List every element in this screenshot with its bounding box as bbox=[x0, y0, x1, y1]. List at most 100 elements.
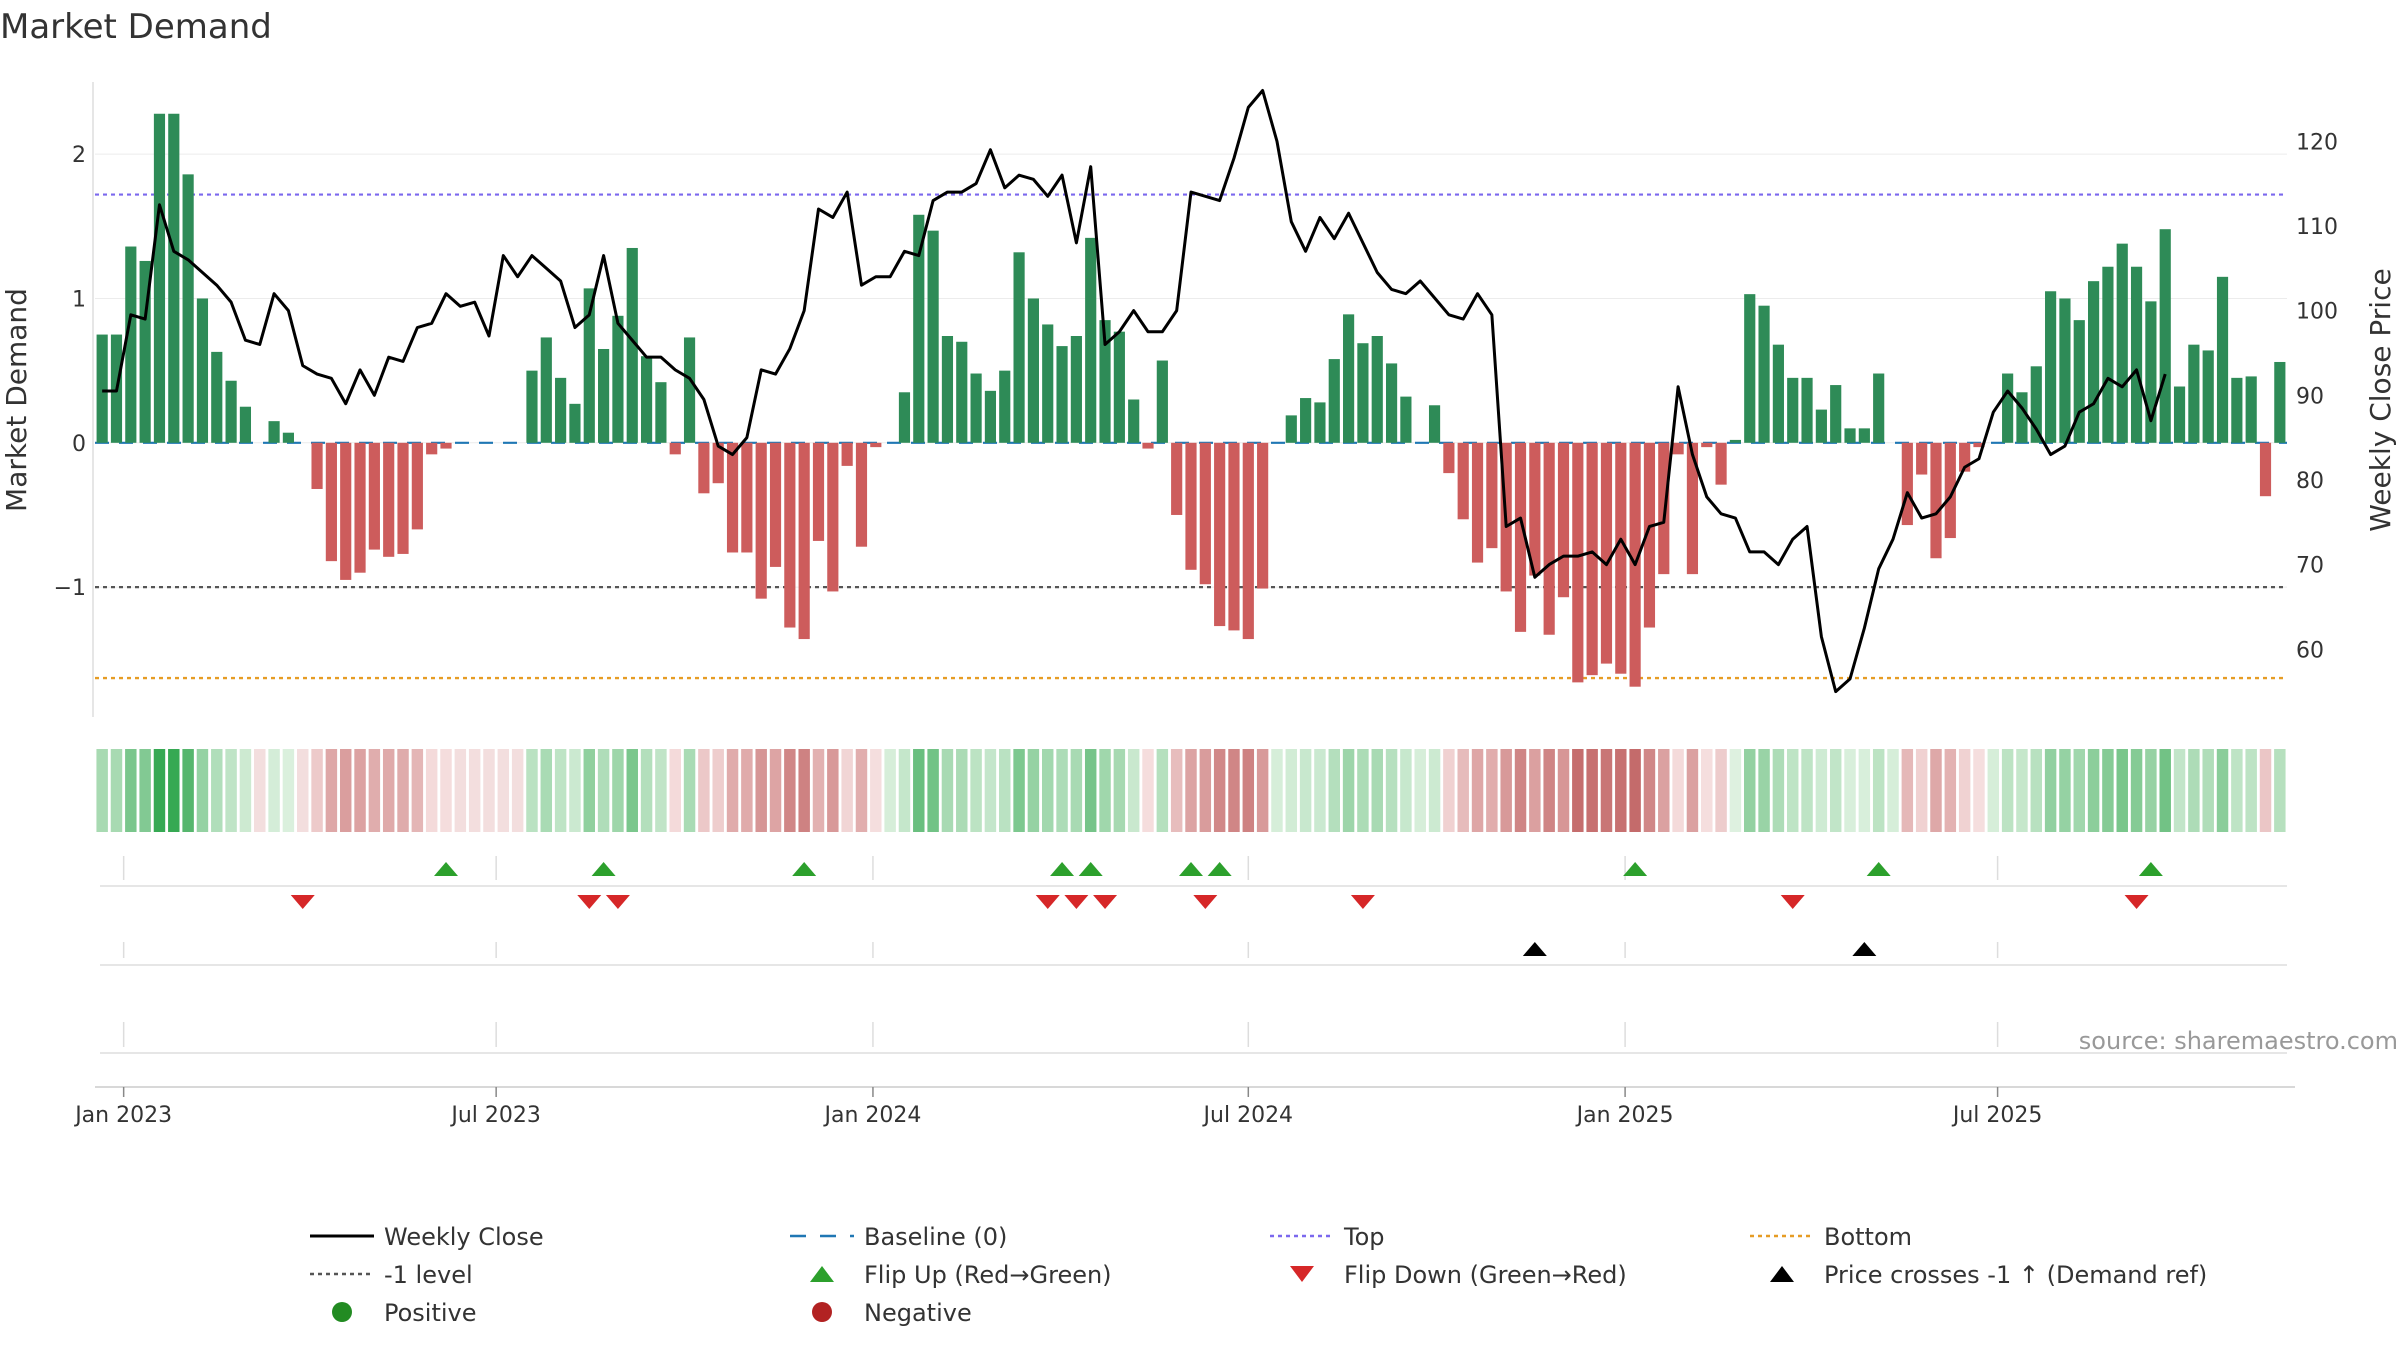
y2-ticks: 120 110 100 90 80 70 60 bbox=[2296, 130, 2338, 663]
strip-cell bbox=[1600, 749, 1613, 832]
strip-cell bbox=[898, 749, 911, 832]
demand-bar bbox=[1371, 336, 1383, 443]
demand-bar bbox=[1586, 442, 1598, 676]
demand-bar bbox=[2216, 276, 2229, 443]
demand-bar bbox=[1715, 442, 1727, 485]
strip-cell bbox=[1973, 749, 1985, 832]
strip-cell bbox=[1958, 749, 1971, 832]
demand-bar bbox=[970, 373, 982, 443]
demand-bar bbox=[1557, 442, 1570, 598]
strip-cell bbox=[1701, 749, 1713, 832]
legend-label: Bottom bbox=[1824, 1223, 1912, 1251]
demand-bar bbox=[153, 113, 166, 443]
strip-cell bbox=[1185, 749, 1197, 832]
y2-tick-label: 70 bbox=[2296, 554, 2324, 579]
demand-bar bbox=[1185, 442, 1197, 570]
flip-up-marker bbox=[1623, 862, 1648, 876]
strip-cell bbox=[1944, 749, 1957, 832]
strip-cell bbox=[841, 749, 853, 832]
strip-cell bbox=[1142, 749, 1154, 832]
x-tick-label: Jan 2023 bbox=[73, 1103, 172, 1128]
demand-bar bbox=[2173, 386, 2186, 443]
strip-cell bbox=[870, 749, 882, 832]
strip-cell bbox=[168, 749, 180, 832]
demand-bar bbox=[368, 442, 380, 550]
event-panels: source: sharemaestro.com bbox=[95, 856, 2398, 1088]
strip-cell bbox=[569, 749, 581, 832]
y2-tick-label: 100 bbox=[2296, 300, 2338, 325]
demand-bar bbox=[2088, 281, 2100, 443]
demand-bar bbox=[1457, 442, 1469, 520]
y2-tick-label: 60 bbox=[2296, 638, 2324, 663]
demand-bar bbox=[139, 260, 151, 443]
demand-bar bbox=[1070, 336, 1082, 443]
strip-cell bbox=[1242, 749, 1255, 832]
demand-bar bbox=[2188, 344, 2200, 443]
strip-cell bbox=[368, 749, 381, 832]
flip-up-marker bbox=[1050, 862, 1075, 876]
y2-tick-label: 110 bbox=[2296, 215, 2338, 240]
strip-cell bbox=[913, 749, 925, 832]
strip-cell bbox=[196, 749, 209, 832]
demand-bar bbox=[1758, 305, 1770, 443]
strip-cell bbox=[1658, 749, 1670, 832]
strip-cell bbox=[1471, 749, 1484, 832]
strip-cell bbox=[2087, 749, 2100, 832]
strip-cell bbox=[1443, 749, 1455, 832]
strip-cell bbox=[1529, 749, 1541, 832]
demand-bar bbox=[1916, 442, 1928, 475]
strip-cell bbox=[96, 749, 108, 832]
strip-cell bbox=[2173, 749, 2186, 832]
legend-label: -1 level bbox=[384, 1261, 473, 1289]
price-series bbox=[102, 88, 2167, 694]
strip-cell bbox=[927, 749, 939, 832]
strip-cell bbox=[1815, 749, 1828, 832]
demand-bar bbox=[1113, 331, 1125, 443]
demand-bar bbox=[1815, 409, 1827, 443]
demand-bar bbox=[626, 247, 638, 443]
strip-cell bbox=[139, 749, 151, 832]
strip-cell bbox=[583, 749, 595, 832]
strip-cell bbox=[354, 749, 366, 832]
strip-cell bbox=[2059, 749, 2071, 832]
strip-cell bbox=[2159, 749, 2171, 832]
strip-cell bbox=[468, 749, 481, 832]
flip-up-marker bbox=[1078, 862, 1103, 876]
strip-cell bbox=[1027, 749, 1040, 832]
strip-cell bbox=[2188, 749, 2200, 832]
strip-cell bbox=[2030, 749, 2043, 832]
demand-bar bbox=[1156, 360, 1168, 443]
demand-bar bbox=[1400, 396, 1412, 443]
strip-cell bbox=[855, 749, 868, 832]
demand-bar bbox=[2073, 320, 2085, 443]
strip-cell bbox=[1371, 749, 1383, 832]
demand-bar bbox=[956, 341, 968, 443]
demand-bar bbox=[1357, 343, 1369, 443]
strip-cell bbox=[726, 749, 739, 832]
legend-label: Flip Down (Green→Red) bbox=[1344, 1261, 1627, 1289]
demand-bar bbox=[268, 421, 280, 443]
y2-tick-label: 120 bbox=[2296, 130, 2338, 155]
price-cross-marker bbox=[1852, 942, 1877, 956]
demand-bar bbox=[2274, 361, 2286, 443]
strip-cell bbox=[1829, 749, 1842, 832]
demand-bar bbox=[540, 337, 552, 443]
demand-bar bbox=[712, 442, 724, 484]
strip-cell bbox=[1342, 749, 1355, 832]
flip-down-marker bbox=[290, 895, 315, 909]
strip-cell bbox=[1586, 749, 1598, 832]
flip-up-marker bbox=[792, 862, 817, 876]
strip-cell bbox=[2102, 749, 2114, 832]
y-tick-label: 1 bbox=[72, 287, 86, 312]
demand-bar bbox=[726, 442, 739, 553]
strip-cell bbox=[755, 749, 767, 832]
flip-down-marker bbox=[1350, 895, 1375, 909]
demand-bar bbox=[2145, 301, 2157, 443]
strip-cell bbox=[2145, 749, 2157, 832]
demand-bar bbox=[96, 334, 108, 443]
strip-cell bbox=[483, 749, 495, 832]
strip-cell bbox=[2001, 749, 2014, 832]
weekly-close-line bbox=[102, 88, 2167, 694]
demand-bar bbox=[1830, 385, 1842, 443]
